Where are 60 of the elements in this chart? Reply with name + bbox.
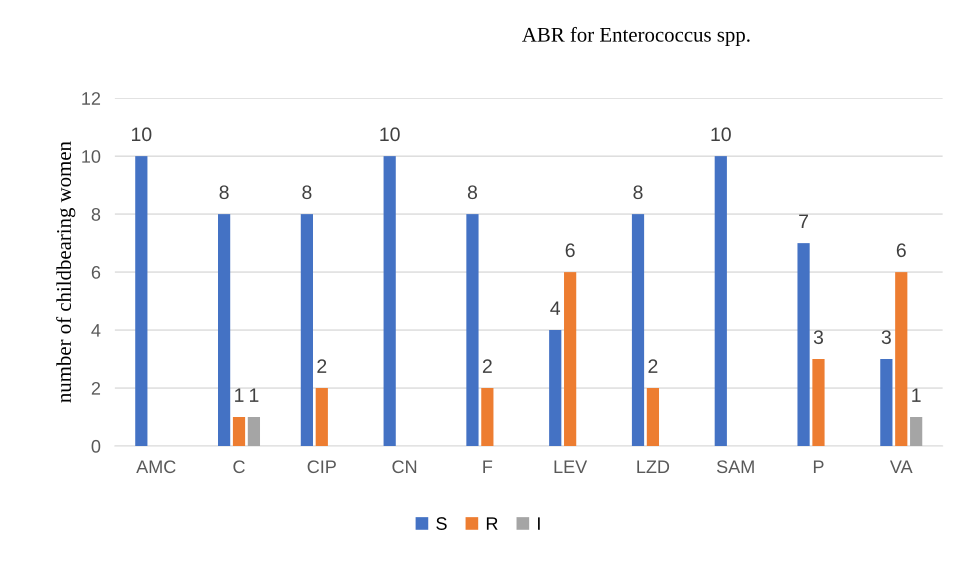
x-tick-label: C xyxy=(233,460,245,474)
x-tick-label: P xyxy=(814,460,824,473)
bar xyxy=(549,330,562,446)
data-label: 6 xyxy=(896,243,906,258)
bar xyxy=(481,388,494,446)
data-label: 2 xyxy=(482,359,492,373)
bar xyxy=(218,214,230,446)
bar xyxy=(316,388,328,446)
y-tick-label: 0 xyxy=(92,440,100,453)
legend-label: I xyxy=(538,517,540,530)
x-tick-label: CN xyxy=(392,460,416,474)
data-label: 1 xyxy=(250,388,258,402)
y-tick-label: 8 xyxy=(92,208,100,221)
data-label: 3 xyxy=(882,330,891,344)
bar xyxy=(895,272,908,446)
bar xyxy=(232,417,246,446)
data-label: 2 xyxy=(648,359,658,373)
data-label: 3 xyxy=(814,330,824,344)
data-label: 10 xyxy=(711,127,731,142)
bar xyxy=(797,243,810,446)
y-tick-label: 10 xyxy=(82,150,100,163)
y-axis-title: number of childbearing women xyxy=(56,141,76,403)
x-tick-label: LEV xyxy=(554,460,588,473)
bar xyxy=(300,214,313,446)
bar xyxy=(646,388,660,446)
bar xyxy=(384,156,396,446)
data-label: 8 xyxy=(220,185,229,200)
chart-title: ABR for Enterococcus spp. xyxy=(522,26,750,46)
x-tick-label: VA xyxy=(890,460,913,473)
y-tick-label: 6 xyxy=(92,266,100,279)
data-label: 4 xyxy=(550,302,560,315)
bar xyxy=(714,156,727,446)
legend-label: S xyxy=(436,517,447,530)
data-label: 1 xyxy=(912,388,921,402)
data-label: 2 xyxy=(317,359,326,373)
x-tick-label: LZD xyxy=(637,460,670,473)
data-label: 10 xyxy=(380,127,400,142)
data-label: 8 xyxy=(302,185,312,200)
bar xyxy=(910,417,922,446)
x-tick-label: SAM xyxy=(716,460,754,474)
data-label: 8 xyxy=(633,185,643,200)
y-tick-label: 12 xyxy=(82,92,100,105)
bar xyxy=(248,417,260,446)
data-label: 8 xyxy=(468,185,478,200)
data-label: 7 xyxy=(799,214,808,228)
bar xyxy=(632,214,644,446)
bar xyxy=(812,359,825,446)
y-tick-label: 4 xyxy=(91,324,100,337)
bar xyxy=(135,156,148,446)
y-tick-label: 2 xyxy=(92,382,100,395)
x-tick-label: CIP xyxy=(308,460,336,474)
bar xyxy=(466,214,479,446)
x-tick-label: AMC xyxy=(136,460,176,474)
data-label: 6 xyxy=(566,243,575,258)
data-label: 10 xyxy=(132,127,152,142)
bar xyxy=(564,272,576,446)
legend-label: R xyxy=(486,517,498,530)
x-tick-label: F xyxy=(483,460,492,473)
bar xyxy=(880,359,892,446)
data-label: 1 xyxy=(235,388,244,402)
